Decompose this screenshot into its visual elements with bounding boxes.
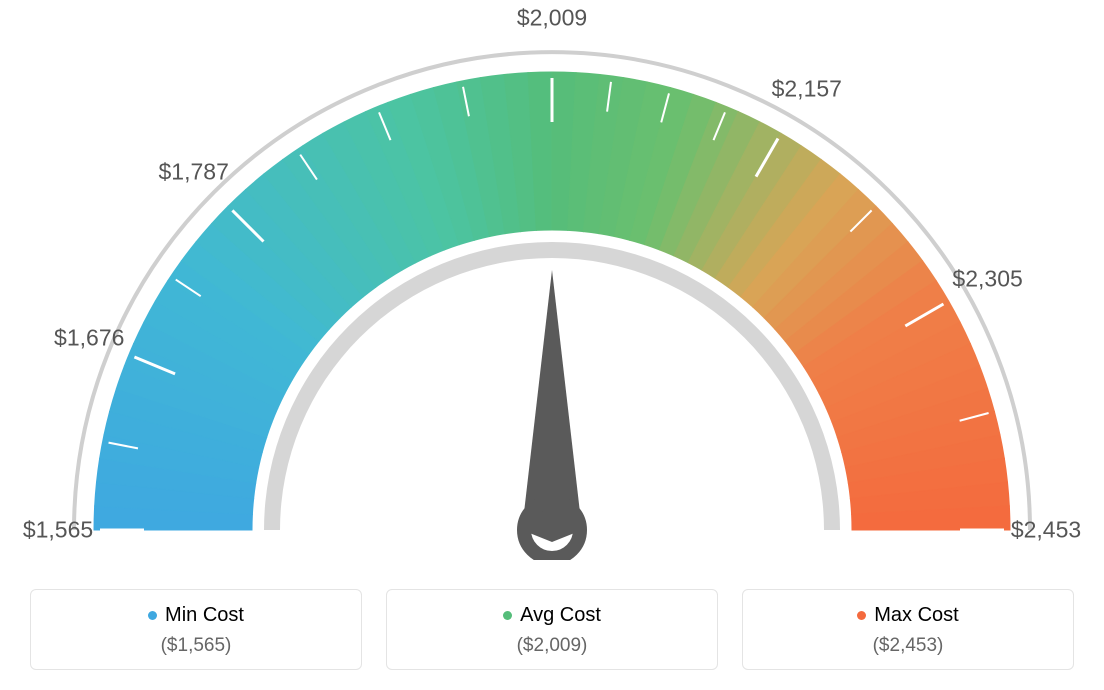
gauge-tick-label: $2,009 — [517, 5, 587, 32]
legend-dot-avg — [503, 611, 512, 620]
legend-dot-max — [857, 611, 866, 620]
legend-row: Min Cost ($1,565) Avg Cost ($2,009) Max … — [30, 589, 1074, 670]
legend-card-min: Min Cost ($1,565) — [30, 589, 362, 670]
legend-title-max: Max Cost — [857, 604, 958, 627]
legend-value-min: ($1,565) — [41, 635, 351, 657]
legend-label-max: Max Cost — [874, 604, 958, 627]
gauge-tick-label: $2,305 — [952, 265, 1022, 292]
legend-value-max: ($2,453) — [753, 635, 1063, 657]
legend-title-min: Min Cost — [148, 604, 244, 627]
gauge-tick-label: $1,565 — [23, 517, 93, 544]
legend-dot-min — [148, 611, 157, 620]
gauge-tick-label: $1,787 — [159, 158, 229, 185]
legend-card-avg: Avg Cost ($2,009) — [386, 589, 718, 670]
gauge-tick-label: $1,676 — [54, 325, 124, 352]
gauge-tick-label: $2,157 — [772, 75, 842, 102]
legend-label-min: Min Cost — [165, 604, 244, 627]
legend-label-avg: Avg Cost — [520, 604, 601, 627]
legend-card-max: Max Cost ($2,453) — [742, 589, 1074, 670]
legend-title-avg: Avg Cost — [503, 604, 601, 627]
gauge-chart: $1,565 $1,676 $1,787 $2,009 $2,157 $2,305 $2,4… — [0, 0, 1104, 560]
legend-value-avg: ($2,009) — [397, 635, 707, 657]
gauge-tick-label: $2,453 — [1011, 517, 1081, 544]
gauge-svg — [0, 0, 1104, 560]
